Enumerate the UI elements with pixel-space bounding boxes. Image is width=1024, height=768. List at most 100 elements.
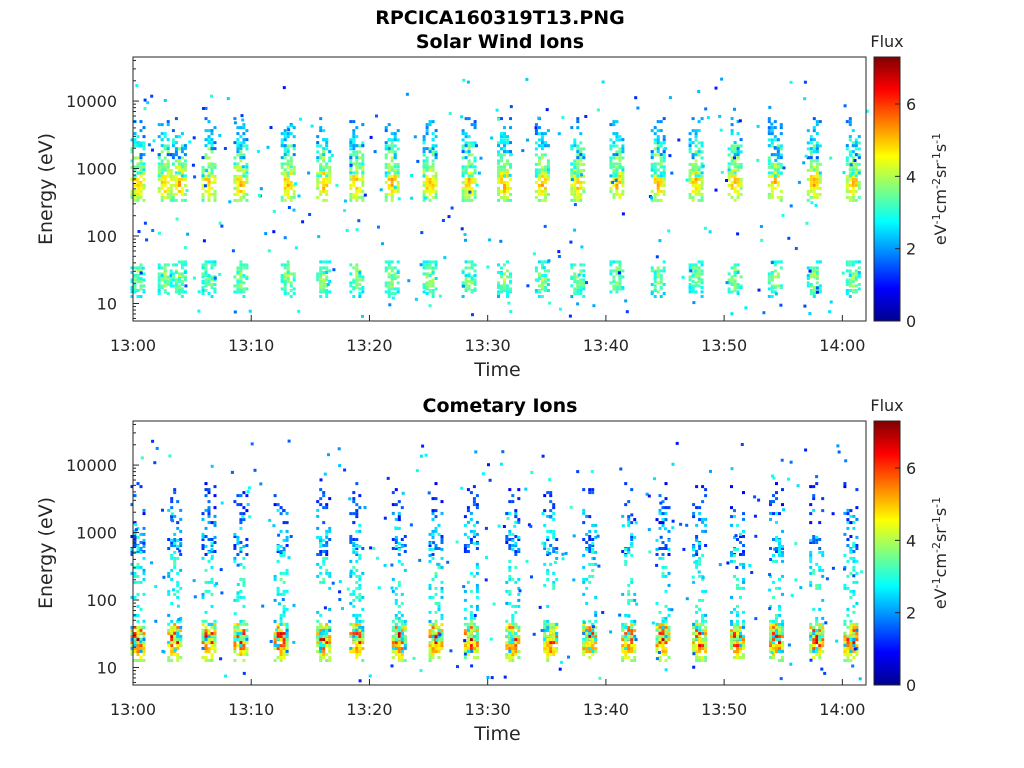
- heatmap-cell: [322, 278, 326, 282]
- heatmap-cell: [239, 180, 243, 184]
- heatmap-cell: [469, 634, 473, 638]
- heatmap-cell: [316, 574, 320, 578]
- heatmap-cell: [588, 646, 592, 650]
- heatmap-cell: [549, 638, 553, 641]
- heatmap-cell: [573, 263, 577, 267]
- heatmap-cell: [618, 284, 622, 288]
- heatmap-cell: [461, 168, 465, 172]
- heatmap-cell: [233, 641, 237, 645]
- heatmap-cell: [630, 577, 634, 581]
- heatmap-cell: [621, 138, 625, 142]
- heatmap-cell: [540, 260, 544, 264]
- heatmap-cell: [497, 153, 500, 157]
- heatmap-cell: [543, 625, 547, 629]
- heatmap-cell: [437, 637, 441, 641]
- heatmap-cell: [325, 275, 329, 279]
- heatmap-cell: [700, 263, 704, 267]
- heatmap-cell: [500, 189, 503, 193]
- heatmap-cell: [434, 547, 438, 550]
- heatmap-cell: [210, 286, 214, 289]
- heatmap-cell: [624, 622, 628, 626]
- heatmap-cell: [700, 117, 704, 121]
- heatmap-cell: [375, 114, 378, 118]
- heatmap-cell: [851, 186, 855, 190]
- heatmap-cell: [136, 641, 140, 644]
- heatmap-cell: [627, 515, 631, 519]
- heatmap-cell: [285, 625, 289, 629]
- heatmap-cell: [582, 629, 586, 633]
- heatmap-cell: [594, 595, 598, 599]
- heatmap-cell: [204, 544, 208, 548]
- heatmap-cell: [770, 138, 774, 142]
- heatmap-cell: [285, 529, 289, 533]
- heatmap-cell: [397, 656, 401, 659]
- heatmap-cell: [220, 224, 224, 228]
- heatmap-cell: [207, 156, 211, 160]
- heatmap-cell: [615, 290, 619, 294]
- heatmap-cell: [612, 183, 616, 187]
- heatmap-cell: [727, 171, 731, 175]
- heatmap-cell: [612, 174, 616, 178]
- heatmap-cell: [207, 506, 211, 510]
- heatmap-cell: [736, 290, 740, 294]
- heatmap-cell: [806, 189, 810, 193]
- heatmap-cell: [239, 266, 243, 270]
- heatmap-cell: [609, 147, 613, 151]
- heatmap-cell: [770, 141, 774, 145]
- heatmap-cell: [576, 186, 580, 190]
- heatmap-cell: [393, 275, 397, 279]
- heatmap-cell: [854, 189, 858, 193]
- heatmap-cell: [167, 547, 171, 550]
- heatmap-cell: [322, 538, 326, 542]
- heatmap-cell: [239, 595, 243, 599]
- heatmap-cell: [582, 565, 586, 569]
- heatmap-cell: [174, 180, 178, 184]
- heatmap-cell: [573, 198, 577, 202]
- heatmap-cell: [210, 165, 214, 169]
- heatmap-cell: [540, 153, 544, 157]
- heatmap-cell: [700, 174, 704, 178]
- heatmap-cell: [130, 629, 134, 633]
- heatmap-cell: [656, 281, 660, 285]
- heatmap-cell: [236, 653, 240, 656]
- heatmap-cell: [139, 174, 143, 178]
- heatmap-cell: [854, 260, 858, 264]
- heatmap-cell: [509, 275, 512, 279]
- heatmap-cell: [470, 186, 474, 190]
- heatmap-cell: [694, 162, 698, 166]
- heatmap-cell: [662, 189, 666, 193]
- heatmap-cell: [160, 138, 164, 142]
- heatmap-cell: [547, 259, 551, 263]
- heatmap-cell: [133, 195, 137, 199]
- heatmap-cell: [133, 174, 137, 178]
- heatmap-cell: [201, 272, 205, 276]
- heatmap-cell: [624, 559, 628, 563]
- heatmap-cell: [815, 147, 819, 151]
- heatmap-cell: [322, 556, 326, 560]
- heatmap-cell: [425, 147, 429, 151]
- heatmap-cell: [517, 520, 521, 524]
- heatmap-cell: [546, 656, 550, 659]
- heatmap-cell: [612, 269, 616, 273]
- heatmap-cell: [773, 168, 777, 172]
- heatmap-cell: [163, 177, 167, 181]
- heatmap-cell: [355, 623, 359, 627]
- heatmap-cell: [470, 277, 474, 280]
- heatmap-cell: [697, 277, 701, 280]
- heatmap-cell: [282, 547, 286, 550]
- heatmap-cell: [396, 189, 400, 193]
- heatmap-cell: [136, 562, 140, 566]
- heatmap-cell: [776, 156, 780, 160]
- heatmap-cell: [328, 644, 332, 647]
- heatmap-cell: [285, 647, 289, 650]
- heatmap-cell: [236, 147, 240, 151]
- heatmap-cell: [534, 171, 538, 175]
- heatmap-cell: [355, 559, 359, 563]
- heatmap-cell: [142, 650, 146, 654]
- heatmap-cell: [245, 138, 249, 142]
- heatmap-cell: [514, 520, 518, 524]
- heatmap-cell: [653, 198, 657, 202]
- heatmap-cell: [297, 194, 301, 198]
- heatmap-cell: [809, 275, 813, 279]
- heatmap-cell: [615, 120, 619, 124]
